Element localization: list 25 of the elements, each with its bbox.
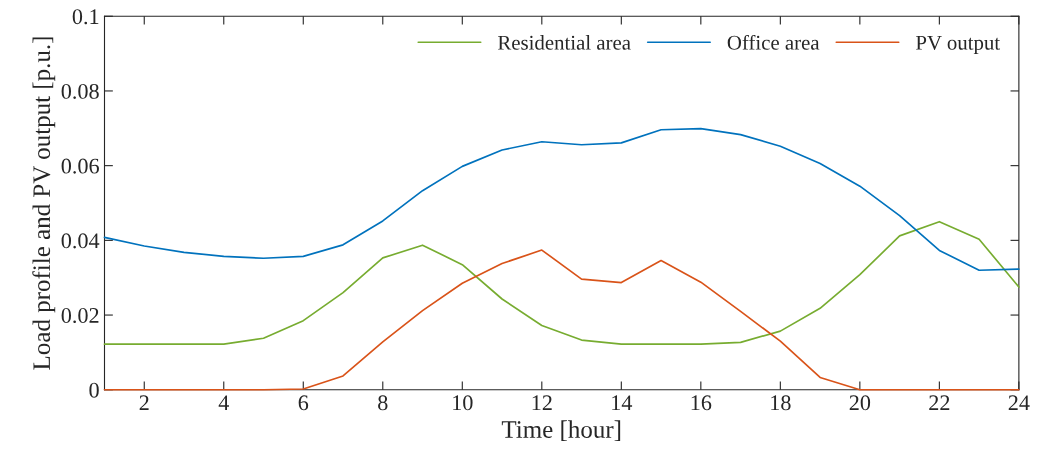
x-tick-label: 18 <box>771 395 791 411</box>
x-axis-title: Time [hour] <box>501 420 621 442</box>
y-axis-title: Load profile and PV output [p.u.] <box>32 37 56 370</box>
x-tick-label: 8 <box>378 395 388 411</box>
x-tick-label: 2 <box>139 395 149 411</box>
line-series <box>103 127 1020 272</box>
y-tick-label: 0.04 <box>61 233 100 249</box>
y-tick-label: 0.06 <box>61 158 99 174</box>
x-tick-label: 20 <box>849 395 871 411</box>
x-tick-label: 14 <box>612 395 633 411</box>
x-tick-label: 16 <box>691 395 712 411</box>
y-tick-label: 0.08 <box>61 83 99 99</box>
y-tick-label: 0 <box>89 382 99 398</box>
line-series <box>103 220 1020 346</box>
legend-label: PV output <box>916 35 1001 55</box>
x-tick-label: 12 <box>532 395 552 411</box>
legend-label: Residential area <box>497 35 631 50</box>
x-tick-label: 10 <box>453 395 473 411</box>
y-tick-label: 0.1 <box>72 9 99 25</box>
y-tick-label: 0.02 <box>61 307 99 324</box>
legend-label: Office area <box>727 34 820 50</box>
x-tick-label: 4 <box>218 395 229 411</box>
x-tick-label: 24 <box>1008 395 1030 411</box>
x-tick-label: 6 <box>298 395 309 411</box>
x-tick-label: 22 <box>929 395 950 411</box>
